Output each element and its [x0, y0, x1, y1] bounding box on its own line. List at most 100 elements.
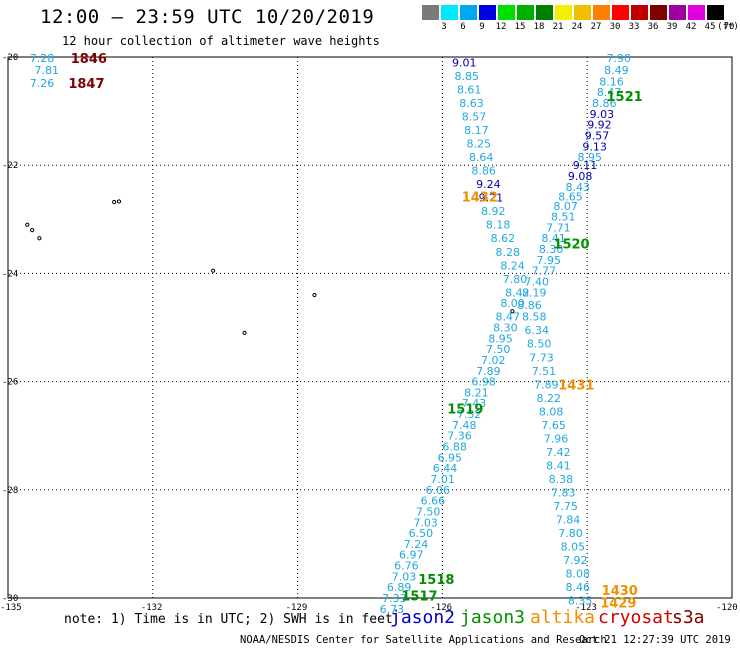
footer-timestamp: Oct 21 12:27:39 UTC 2019: [579, 634, 731, 646]
wave-height-value: 7.36: [447, 430, 472, 443]
island-marker: [30, 228, 35, 233]
island-marker: [312, 292, 317, 298]
wave-height-value: 8.07: [553, 200, 578, 213]
wave-height-value: 8.85: [454, 70, 479, 83]
wave-height-value: 8.16: [599, 75, 624, 88]
wave-height-value: 8.95: [578, 151, 603, 164]
wave-height-value: 7.77: [532, 265, 557, 278]
chart-title: 12:00 — 23:59 UTC 10/20/2019: [40, 6, 375, 28]
wave-height-value: 7.92: [563, 554, 588, 567]
wave-height-value: 8.65: [558, 191, 583, 204]
wave-height-value: 8.58: [522, 311, 547, 324]
legend-swatch-label: 24: [571, 22, 583, 32]
legend-swatch-label: 6: [460, 22, 466, 32]
legend-swatch-label: 18: [533, 22, 545, 32]
legend-swatch: [460, 5, 477, 20]
wave-height-value: 7.73: [529, 351, 554, 364]
wave-height-value: 8.08: [539, 405, 564, 418]
wave-height-value: 8.61: [457, 83, 482, 96]
legend-swatch-label: 33: [628, 22, 640, 32]
wave-height-value: 8.46: [565, 581, 590, 594]
lon-tick-label: -123: [575, 603, 597, 613]
lon-tick-label: -120: [716, 603, 738, 613]
wave-height-value: 7.89: [534, 378, 559, 391]
legend-swatch: [517, 5, 534, 20]
wave-height-value: 7.96: [544, 432, 569, 445]
wave-height-value: 8.30: [539, 243, 564, 256]
pass-time-label: 1517: [401, 589, 437, 604]
wave-height-value: 8.42: [505, 286, 530, 299]
island-marker: [510, 309, 515, 314]
wave-height-value: 7.03: [413, 516, 438, 529]
legend-swatch-label: 27: [590, 22, 602, 32]
wave-height-value: 8.95: [488, 332, 512, 345]
wave-height-value: 7.83: [551, 487, 576, 500]
wave-height-value: 8.64: [469, 151, 494, 164]
legend-swatch-label: 9: [479, 22, 485, 32]
wave-height-value: 9.11: [573, 159, 598, 172]
island-marker: [211, 268, 216, 273]
wave-height-value: 8.00: [500, 297, 525, 310]
legend-s3a: s3a: [672, 607, 705, 628]
lat-tick-label: -28: [2, 486, 18, 496]
pass-time-label: 1521: [607, 90, 643, 105]
wave-height-value: 7.28: [30, 52, 55, 65]
wave-height-value: 7.75: [553, 500, 578, 513]
footer-credit: NOAA/NESDIS Center for Satellite Applica…: [240, 634, 607, 646]
wave-height-value: 8.43: [565, 181, 590, 194]
wave-height-value: 7.01: [430, 473, 455, 486]
pass-time-label: 1430: [602, 584, 638, 599]
wave-height-value: 8.41: [541, 232, 566, 245]
wave-height-value: 7.33: [382, 592, 407, 605]
wave-height-value: 7.80: [558, 527, 583, 540]
wave-height-value: 9.24: [476, 178, 501, 191]
wave-height-value: 7.02: [481, 354, 506, 367]
wave-height-value: 8.92: [481, 205, 506, 218]
wave-height-value: 6.50: [409, 527, 434, 540]
wave-height-value: 8.63: [459, 97, 484, 110]
legend-swatch: [498, 5, 515, 20]
legend-swatch-label: 15: [514, 22, 526, 32]
wave-height-value: 9.21: [479, 192, 504, 205]
wave-height-value: 7.71: [546, 221, 571, 234]
lon-tick-label: -126: [430, 603, 452, 613]
legend-altika: altika: [530, 607, 596, 628]
wave-height-value: 6.44: [433, 462, 458, 475]
wave-height-value: 9.01: [452, 56, 477, 69]
legend-swatch: [422, 5, 439, 20]
wave-height-value: 6.98: [471, 376, 496, 389]
lat-tick-label: -30: [2, 594, 18, 604]
legend-swatch: [688, 5, 705, 20]
wave-height-value: 7.95: [537, 254, 562, 267]
wave-height-value: 7.50: [416, 505, 441, 518]
legend-swatch-label: 39: [666, 22, 678, 32]
legend-swatch-label: 21: [552, 22, 564, 32]
lat-tick-label: -20: [2, 53, 18, 63]
wave-height-value: 8.22: [537, 392, 562, 405]
legend-swatch: [593, 5, 610, 20]
pass-time-label: 1847: [68, 77, 104, 92]
legend-swatch-label: 70: [723, 22, 735, 32]
wave-height-value: 8.86: [592, 97, 617, 110]
wave-height-value: 8.18: [486, 219, 511, 232]
wave-height-value: 6.76: [394, 560, 419, 573]
wave-height-value: 8.30: [493, 322, 517, 335]
wave-height-value: 7.65: [541, 419, 566, 432]
wave-height-value: 7.26: [30, 77, 55, 90]
wave-height-value: 8.17: [464, 124, 489, 137]
pass-time-label: 1431: [558, 378, 594, 393]
legend-swatch: [631, 5, 648, 20]
wave-height-value: 8.38: [549, 473, 574, 486]
wave-height-value: 7.42: [546, 446, 571, 459]
legend-swatch-label: 30: [609, 22, 621, 32]
footer-note: note: 1) Time is in UTC; 2) SWH is in fe…: [64, 612, 393, 627]
wave-height-value: 8.05: [561, 541, 586, 554]
legend-jason3: jason3: [460, 607, 526, 628]
wave-height-value: 7.40: [524, 276, 549, 289]
legend-jason2: jason2: [390, 607, 456, 628]
wave-height-value: 9.57: [585, 129, 610, 142]
wave-height-value: 7.90: [607, 52, 632, 65]
wave-height-value: 8.08: [565, 568, 590, 581]
wave-height-value: 7.81: [35, 64, 60, 77]
wave-height-value: 7.50: [486, 343, 511, 356]
